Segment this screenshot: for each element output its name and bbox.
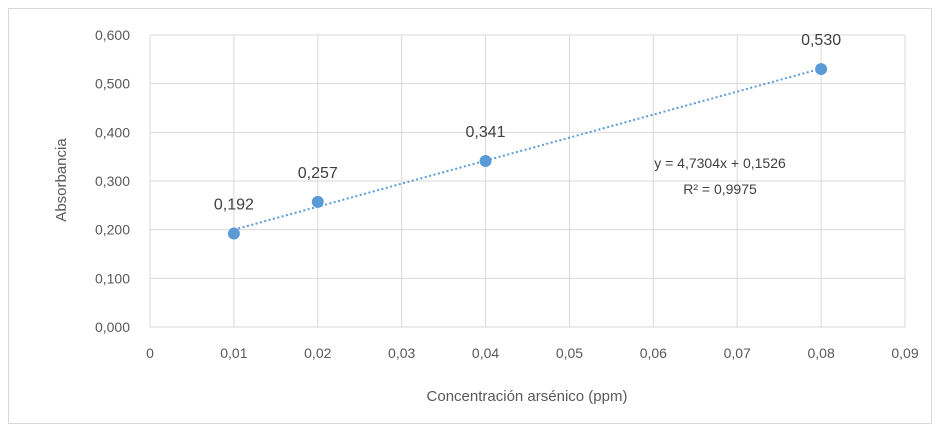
data-label: 0,530 xyxy=(801,32,841,49)
data-point xyxy=(815,63,828,76)
data-point xyxy=(311,195,324,208)
y-tick-label: 0,500 xyxy=(95,76,130,92)
data-point xyxy=(227,227,240,240)
y-tick-label: 0,100 xyxy=(95,270,130,286)
y-tick-label: 0,400 xyxy=(95,124,130,140)
y-tick-label: 0,300 xyxy=(95,173,130,189)
x-tick-label: 0,04 xyxy=(472,345,499,361)
data-labels: 0,192 0,257 0,341 0,530 xyxy=(214,32,841,213)
data-points xyxy=(227,63,828,240)
data-label: 0,341 xyxy=(466,124,506,141)
data-point xyxy=(479,155,492,168)
x-tick-label: 0,01 xyxy=(220,345,247,361)
x-tick-label: 0,09 xyxy=(891,345,918,361)
trendline-equation: y = 4,7304x + 0,1526 xyxy=(654,155,786,171)
x-tick-label: 0,06 xyxy=(640,345,667,361)
chart-area xyxy=(8,8,932,424)
y-tick-label: 0,000 xyxy=(95,319,130,335)
grid-lines xyxy=(149,34,906,328)
x-tick-labels: 0 0,01 0,02 0,03 0,04 0,05 0,06 0,07 0,08 0,09 xyxy=(146,345,919,361)
x-tick-label: 0,05 xyxy=(556,345,583,361)
x-tick-label: 0,07 xyxy=(724,345,751,361)
x-tick-label: 0,02 xyxy=(304,345,331,361)
trendline-r-squared: R² = 0,9975 xyxy=(683,181,757,197)
y-tick-labels: 0,000 0,100 0,200 0,300 0,400 0,500 0,600 xyxy=(95,27,130,335)
x-tick-label: 0,08 xyxy=(807,345,834,361)
data-label: 0,192 xyxy=(214,197,254,214)
x-tick-label: 0,03 xyxy=(388,345,415,361)
x-axis-title: Concentración arsénico (ppm) xyxy=(427,388,628,405)
data-label: 0,257 xyxy=(298,165,338,182)
y-tick-label: 0,600 xyxy=(95,27,130,43)
x-tick-label: 0 xyxy=(146,345,154,361)
y-axis-title: Absorbancia xyxy=(53,138,70,222)
y-tick-label: 0,200 xyxy=(95,222,130,238)
